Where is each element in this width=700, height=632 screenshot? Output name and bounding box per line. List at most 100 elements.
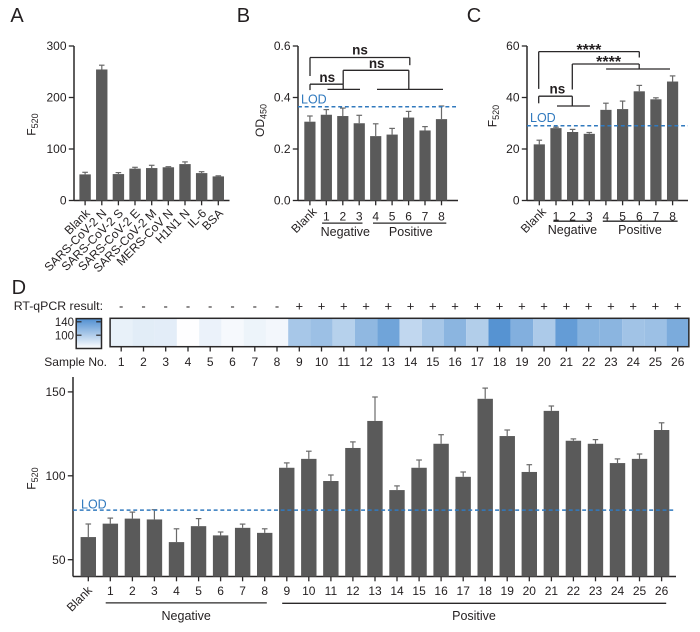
svg-text:60: 60 bbox=[506, 39, 520, 53]
svg-text:4: 4 bbox=[173, 584, 180, 598]
svg-text:D: D bbox=[12, 277, 26, 299]
svg-text:+: + bbox=[652, 299, 660, 314]
svg-text:-: - bbox=[230, 299, 234, 314]
svg-text:+: + bbox=[451, 299, 459, 314]
svg-text:6: 6 bbox=[229, 355, 236, 369]
svg-text:15: 15 bbox=[412, 584, 426, 598]
svg-text:8: 8 bbox=[438, 210, 445, 224]
svg-text:25: 25 bbox=[633, 584, 647, 598]
svg-text:23: 23 bbox=[589, 584, 603, 598]
svg-text:22: 22 bbox=[567, 584, 581, 598]
svg-text:B: B bbox=[237, 5, 250, 27]
svg-text:-: - bbox=[186, 299, 190, 314]
svg-text:11: 11 bbox=[325, 584, 338, 598]
svg-text:-: - bbox=[119, 299, 123, 314]
svg-text:17: 17 bbox=[457, 584, 471, 598]
svg-text:10: 10 bbox=[315, 355, 329, 369]
svg-text:+: + bbox=[563, 299, 571, 314]
svg-text:+: + bbox=[340, 299, 348, 314]
svg-text:200: 200 bbox=[46, 91, 66, 105]
svg-text:Positive: Positive bbox=[452, 609, 496, 623]
svg-text:6: 6 bbox=[405, 210, 412, 224]
svg-text:50: 50 bbox=[52, 553, 66, 567]
svg-text:14: 14 bbox=[404, 355, 418, 369]
svg-text:40: 40 bbox=[506, 91, 520, 105]
svg-text:20: 20 bbox=[523, 584, 537, 598]
svg-text:23: 23 bbox=[604, 355, 618, 369]
svg-text:+: + bbox=[629, 299, 637, 314]
svg-text:15: 15 bbox=[426, 355, 440, 369]
svg-text:Positive: Positive bbox=[389, 225, 433, 239]
svg-text:22: 22 bbox=[582, 355, 596, 369]
svg-text:18: 18 bbox=[493, 355, 507, 369]
svg-text:3: 3 bbox=[356, 210, 363, 224]
svg-text:17: 17 bbox=[471, 355, 485, 369]
svg-text:2: 2 bbox=[140, 355, 147, 369]
svg-text:18: 18 bbox=[479, 584, 493, 598]
svg-text:1: 1 bbox=[323, 210, 330, 224]
svg-text:Negative: Negative bbox=[321, 225, 370, 239]
svg-text:+: + bbox=[607, 299, 615, 314]
svg-text:ns: ns bbox=[550, 82, 566, 97]
svg-text:5: 5 bbox=[389, 210, 396, 224]
svg-text:0.2: 0.2 bbox=[274, 142, 291, 156]
svg-text:26: 26 bbox=[655, 584, 669, 598]
svg-text:1: 1 bbox=[107, 584, 114, 598]
svg-text:16: 16 bbox=[434, 584, 448, 598]
svg-text:6: 6 bbox=[217, 584, 224, 598]
svg-text:4: 4 bbox=[185, 355, 192, 369]
svg-text:+: + bbox=[474, 299, 482, 314]
svg-text:5: 5 bbox=[195, 584, 202, 598]
svg-text:-: - bbox=[253, 299, 257, 314]
svg-text:0.0: 0.0 bbox=[274, 194, 291, 208]
svg-text:+: + bbox=[518, 299, 526, 314]
svg-text:16: 16 bbox=[448, 355, 462, 369]
svg-text:19: 19 bbox=[501, 584, 515, 598]
svg-text:0: 0 bbox=[60, 194, 67, 208]
svg-text:9: 9 bbox=[296, 355, 303, 369]
svg-text:5: 5 bbox=[619, 210, 626, 224]
svg-text:5: 5 bbox=[207, 355, 214, 369]
svg-text:+: + bbox=[407, 299, 415, 314]
svg-text:3: 3 bbox=[151, 584, 158, 598]
svg-text:1: 1 bbox=[553, 210, 560, 224]
svg-text:6: 6 bbox=[636, 210, 643, 224]
svg-text:LOD: LOD bbox=[301, 93, 327, 107]
svg-text:+: + bbox=[318, 299, 326, 314]
svg-text:Sample No.: Sample No. bbox=[44, 355, 107, 369]
svg-text:12: 12 bbox=[359, 355, 373, 369]
svg-text:-: - bbox=[141, 299, 145, 314]
svg-text:20: 20 bbox=[506, 142, 520, 156]
svg-text:2: 2 bbox=[129, 584, 136, 598]
svg-text:21: 21 bbox=[560, 355, 574, 369]
svg-text:7: 7 bbox=[239, 584, 246, 598]
svg-text:9: 9 bbox=[283, 584, 290, 598]
svg-text:+: + bbox=[362, 299, 370, 314]
svg-text:8: 8 bbox=[669, 210, 676, 224]
svg-text:8: 8 bbox=[261, 584, 268, 598]
svg-text:25: 25 bbox=[649, 355, 663, 369]
svg-text:300: 300 bbox=[46, 39, 66, 53]
svg-text:7: 7 bbox=[251, 355, 258, 369]
svg-text:****: **** bbox=[576, 42, 602, 59]
svg-text:100: 100 bbox=[55, 331, 74, 343]
svg-text:3: 3 bbox=[586, 210, 593, 224]
svg-text:0: 0 bbox=[513, 194, 520, 208]
svg-text:150: 150 bbox=[45, 385, 65, 399]
svg-text:19: 19 bbox=[515, 355, 529, 369]
svg-text:20: 20 bbox=[537, 355, 551, 369]
svg-text:26: 26 bbox=[671, 355, 685, 369]
svg-text:+: + bbox=[674, 299, 682, 314]
svg-text:LOD: LOD bbox=[81, 498, 107, 512]
svg-text:-: - bbox=[208, 299, 212, 314]
svg-text:LOD: LOD bbox=[530, 111, 556, 125]
svg-text:+: + bbox=[429, 299, 437, 314]
svg-text:ns: ns bbox=[352, 42, 368, 57]
svg-text:+: + bbox=[296, 299, 304, 314]
svg-text:-: - bbox=[275, 299, 279, 314]
svg-text:140: 140 bbox=[55, 317, 74, 329]
svg-text:+: + bbox=[496, 299, 504, 314]
svg-text:4: 4 bbox=[372, 210, 379, 224]
svg-text:2: 2 bbox=[339, 210, 346, 224]
svg-text:8: 8 bbox=[274, 355, 281, 369]
